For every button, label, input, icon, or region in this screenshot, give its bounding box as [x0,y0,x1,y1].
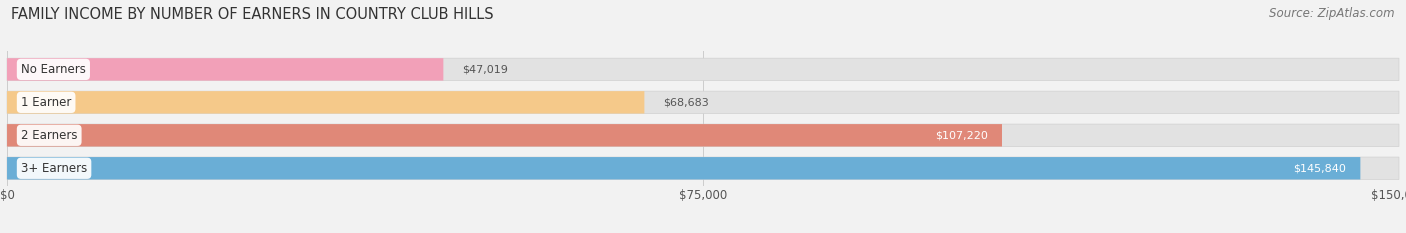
Text: 2 Earners: 2 Earners [21,129,77,142]
FancyBboxPatch shape [7,157,1361,179]
Text: No Earners: No Earners [21,63,86,76]
FancyBboxPatch shape [7,58,1399,81]
FancyBboxPatch shape [7,58,443,81]
Text: $145,840: $145,840 [1294,163,1347,173]
Text: Source: ZipAtlas.com: Source: ZipAtlas.com [1270,7,1395,20]
Text: $107,220: $107,220 [935,130,988,140]
FancyBboxPatch shape [7,124,1399,147]
FancyBboxPatch shape [7,91,644,113]
FancyBboxPatch shape [7,157,1399,179]
Text: $68,683: $68,683 [664,97,709,107]
Text: $47,019: $47,019 [463,64,508,74]
Text: FAMILY INCOME BY NUMBER OF EARNERS IN COUNTRY CLUB HILLS: FAMILY INCOME BY NUMBER OF EARNERS IN CO… [11,7,494,22]
Text: 1 Earner: 1 Earner [21,96,72,109]
FancyBboxPatch shape [7,124,1002,147]
Text: 3+ Earners: 3+ Earners [21,162,87,175]
FancyBboxPatch shape [7,91,1399,113]
